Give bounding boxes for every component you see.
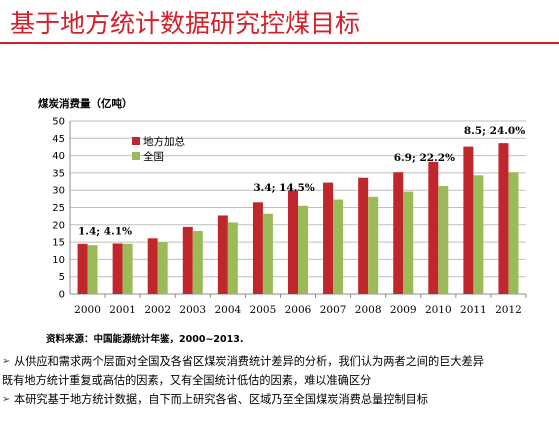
bar — [403, 191, 414, 294]
bar — [508, 172, 519, 294]
y-tick-label: 10 — [52, 255, 65, 266]
bar — [77, 243, 88, 294]
note-item: ➢ 从供应和需求两个层面对全国及各省区煤炭消费统计差异的分析，我们认为两者之间的… — [2, 352, 558, 371]
legend-swatch — [132, 152, 140, 160]
bar — [252, 202, 263, 294]
legend-label: 地方加总 — [143, 135, 185, 148]
title-divider — [0, 42, 559, 44]
bar — [463, 146, 474, 294]
y-tick-label: 30 — [52, 186, 65, 197]
note-text: 从供应和需求两个层面对全国及各省区煤炭消费统计差异的分析，我们认为两者之间的巨大… — [14, 355, 484, 368]
y-tick-label: 35 — [52, 168, 65, 179]
bar — [498, 143, 509, 294]
x-tick-label: 2011 — [460, 304, 487, 316]
note-text: 既有地方统计重复或高估的因素，又有全国统计低估的因素，难以准确区分 — [2, 374, 372, 387]
y-tick-label: 0 — [59, 290, 65, 301]
y-axis-title: 煤炭消费量（亿吨） — [38, 97, 133, 110]
bar — [288, 190, 298, 294]
bar — [333, 199, 344, 294]
bar — [147, 238, 158, 294]
notes-list: ➢ 从供应和需求两个层面对全国及各省区煤炭消费统计差异的分析，我们认为两者之间的… — [2, 352, 558, 409]
x-tick-label: 2003 — [179, 304, 206, 316]
data-annotation: 6.9; 22.2% — [394, 152, 455, 164]
coal-consumption-chart: 煤炭消费量（亿吨） 0 5 10 15 20 25 30 35 40 45 50 2000 2001 200… — [38, 97, 527, 316]
data-annotation: 3.4; 14.5% — [253, 182, 314, 194]
x-tick-label: 2004 — [214, 304, 241, 316]
bar — [358, 177, 369, 294]
bar — [122, 243, 133, 294]
legend-label: 全国 — [143, 150, 164, 163]
y-tick-label: 20 — [52, 220, 65, 231]
x-tick-label: 2012 — [495, 304, 522, 316]
x-tick-label: 2009 — [390, 304, 417, 316]
x-tick-label: 2001 — [109, 304, 136, 316]
bar — [227, 222, 238, 294]
bar — [438, 186, 449, 294]
note-item: ➢ 本研究基于地方统计数据，自下而上研究各省、区域乃至全国煤炭消费总量控制目标 — [2, 390, 558, 409]
bar — [87, 245, 98, 294]
bar — [217, 215, 228, 294]
bar — [428, 161, 439, 294]
y-tick-label: 15 — [52, 238, 65, 249]
legend-swatch — [132, 137, 140, 145]
arrow-right-icon: ➢ — [2, 356, 11, 367]
bar — [368, 196, 379, 294]
y-tick-label: 5 — [59, 272, 65, 283]
x-tick-label: 2000 — [74, 304, 101, 316]
arrow-right-icon: ➢ — [2, 394, 11, 405]
bar — [298, 205, 308, 294]
x-tick-label: 2010 — [425, 304, 452, 316]
note-text: 本研究基于地方统计数据，自下而上研究各省、区域乃至全国煤炭消费总量控制目标 — [14, 393, 428, 406]
x-tick-label: 2002 — [144, 304, 171, 316]
bar — [112, 243, 123, 294]
source-note: 资料来源：中国能源统计年鉴，2000~2013. — [46, 334, 244, 345]
x-tick-label: 2006 — [285, 304, 312, 316]
x-tick-label: 2008 — [355, 304, 382, 316]
bar — [473, 175, 484, 294]
bar — [262, 213, 273, 294]
x-tick-label: 2005 — [250, 304, 277, 316]
bar — [192, 231, 203, 294]
note-item-continued: 既有地方统计重复或高估的因素，又有全国统计低估的因素，难以准确区分 — [2, 371, 558, 390]
y-tick-label: 25 — [52, 203, 65, 214]
y-tick-label: 50 — [52, 117, 65, 128]
bar — [182, 226, 193, 294]
y-tick-label: 40 — [52, 151, 65, 162]
page-title: 基于地方统计数据研究控煤目标 — [10, 9, 361, 38]
bar — [393, 172, 404, 294]
bar — [323, 182, 334, 294]
x-tick-label: 2007 — [320, 304, 347, 316]
bar — [157, 242, 168, 294]
data-annotation: 1.4; 4.1% — [78, 225, 132, 237]
data-annotation: 8.5; 24.0% — [464, 125, 525, 137]
y-tick-label: 45 — [52, 134, 65, 145]
